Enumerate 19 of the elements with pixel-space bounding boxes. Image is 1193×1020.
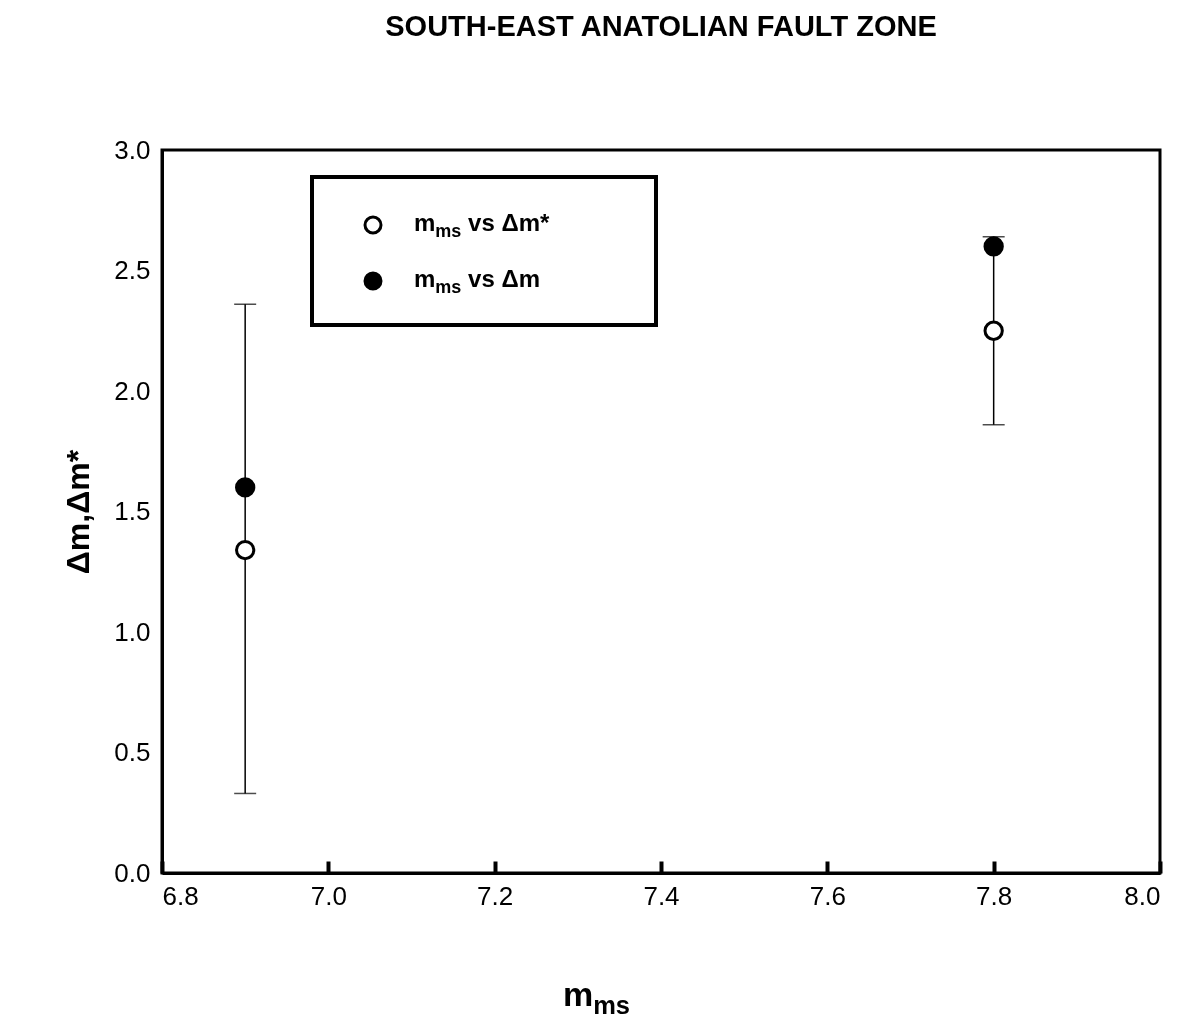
legend-label: m$_{ms}$ vs Δm [414,265,540,298]
y-tick-label: 2.0 [114,375,151,406]
x-tick-label: 8.0 [1124,880,1161,911]
y-tick-label: 0.5 [114,737,151,767]
y-tick-label: 1.5 [114,496,151,526]
x-axis-title: m$_{ms}$ [561,975,632,1020]
y-tick-label: 0.0 [114,857,151,888]
y-tick-label: 2.5 [114,255,151,285]
y-tick-label: 3.0 [114,134,151,165]
x-tick-label: 7.4 [643,880,680,911]
x-tick-label: 7.8 [976,880,1013,911]
x-tick-label: 7.2 [477,880,514,911]
chart-title: SOUTH-EAST ANATOLIAN FAULT ZONE [385,10,937,42]
y-tick-label: 1.0 [114,616,151,647]
x-tick-label: 7.0 [310,880,347,911]
x-tick-label: 6.8 [162,880,199,911]
x-tick-label: 7.6 [809,880,846,911]
legend-label: m$_{ms}$ vs Δm* [414,209,550,242]
y-axis-title: Δm,Δm* [60,449,97,575]
